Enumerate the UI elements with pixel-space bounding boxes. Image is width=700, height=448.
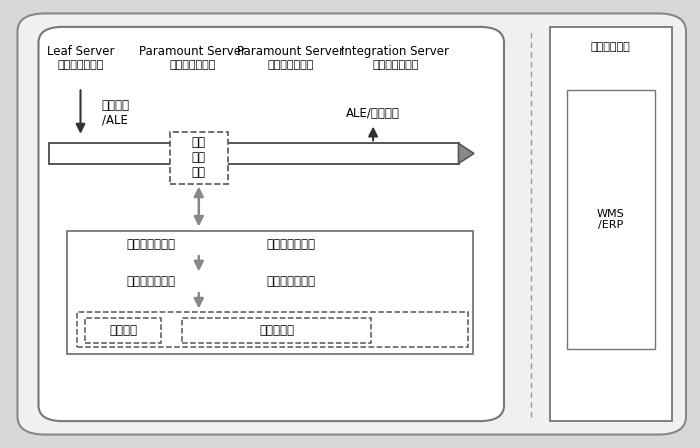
- Text: Paramount Server: Paramount Server: [139, 45, 246, 58]
- Bar: [85, 318, 161, 343]
- Bar: [550, 27, 672, 421]
- Text: （控制服务器）: （控制服务器）: [169, 60, 216, 70]
- Text: （过程服务器）: （过程服务器）: [372, 60, 419, 70]
- Text: 安全构件管理器: 安全构件管理器: [126, 275, 175, 288]
- Text: Paramount Server: Paramount Server: [237, 45, 344, 58]
- Text: 安全构件: 安全构件: [109, 324, 137, 337]
- Bar: [77, 312, 468, 347]
- Text: 安全方案生成器: 安全方案生成器: [266, 237, 315, 251]
- Text: Leaf Server: Leaf Server: [47, 45, 114, 58]
- Text: Integration Server: Integration Server: [342, 45, 449, 58]
- Bar: [567, 90, 654, 349]
- Text: 安全连接件: 安全连接件: [259, 324, 294, 337]
- Text: 原始事件
/ALE: 原始事件 /ALE: [102, 99, 130, 127]
- FancyBboxPatch shape: [18, 13, 686, 435]
- Bar: [170, 132, 228, 184]
- FancyBboxPatch shape: [38, 27, 504, 421]
- Text: 复杂
事件
处理: 复杂 事件 处理: [192, 137, 206, 179]
- Bar: [49, 143, 458, 164]
- Bar: [66, 231, 473, 354]
- Polygon shape: [458, 143, 474, 164]
- Text: 安全构件管理器: 安全构件管理器: [266, 275, 315, 288]
- Bar: [182, 318, 371, 343]
- Text: ALE/复杂事件: ALE/复杂事件: [346, 107, 400, 120]
- Text: WMS
/ERP: WMS /ERP: [597, 209, 624, 230]
- Text: （控制服务器）: （控制服务器）: [267, 60, 314, 70]
- Text: 企业应用系统: 企业应用系统: [591, 42, 631, 52]
- Text: 安全方案生成器: 安全方案生成器: [126, 237, 175, 251]
- Text: （边缘服务器）: （边缘服务器）: [57, 60, 104, 70]
